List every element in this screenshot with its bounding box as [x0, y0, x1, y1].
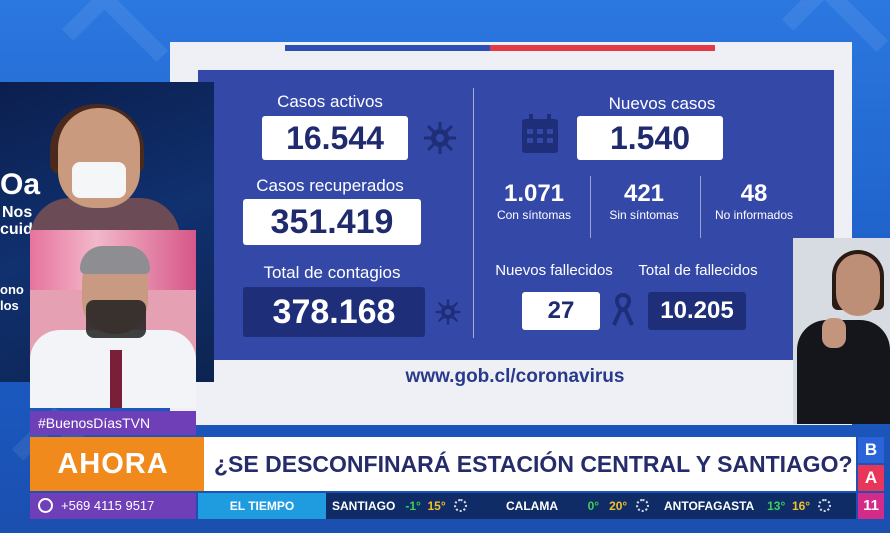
sin-sintomas-label: Sin síntomas: [609, 208, 679, 222]
nuevos-casos-label: Nuevos casos: [608, 94, 716, 113]
studio-wall-text: Nos: [2, 204, 33, 221]
virus-icon: [422, 120, 458, 161]
sin-sintomas-value: 421: [623, 180, 665, 207]
nuevos-fallecidos-label: Nuevos fallecidos: [495, 262, 613, 279]
breakdown-divider: [590, 176, 591, 238]
mourning-ribbon-icon: [612, 292, 634, 333]
sun-icon: [818, 499, 832, 512]
city-name: SANTIAGO: [332, 499, 396, 513]
breakdown-no-informados: 48 No informados: [702, 180, 806, 222]
weather-city: SANTIAGO -1° 15°: [332, 493, 467, 519]
flag-stripe-blue: [285, 45, 490, 51]
calendar-icon: [520, 113, 560, 160]
interpreter-head: [836, 254, 880, 316]
whatsapp-contact: +569 4115 9517: [30, 493, 196, 519]
channel-logo-number: 11: [858, 493, 884, 519]
city-max-temp: 15°: [427, 499, 446, 513]
headline-text: ¿SE DESCONFINARÁ ESTACIÓN CENTRAL Y SANT…: [214, 451, 853, 477]
breakdown-con-sintomas: 1.071 Con síntomas: [484, 180, 584, 222]
weather-city: ANTOFAGASTA 13° 16°: [664, 493, 832, 519]
casos-recuperados-value: 351.419: [243, 199, 421, 245]
con-sintomas-value: 1.071: [503, 180, 565, 207]
total-fallecidos-value: 10.205: [648, 292, 746, 330]
guest-tie: [110, 350, 122, 408]
city-max-temp: 16°: [791, 499, 811, 513]
infographic-url: www.gob.cl/coronavirus: [405, 366, 625, 387]
channel-logo-b: B: [858, 437, 884, 463]
breakdown-divider: [700, 176, 701, 238]
casos-recuperados-label: Casos recuperados: [256, 176, 404, 195]
weather-label: EL TIEMPO: [198, 493, 326, 519]
hashtag-banner: #BuenosDíasTVN: [30, 411, 196, 435]
stats-divider: [473, 88, 474, 338]
whatsapp-icon: [38, 498, 53, 513]
casos-activos-label: Casos activos: [277, 92, 383, 111]
city-min-temp: 0°: [587, 499, 600, 513]
city-max-temp: 20°: [609, 499, 628, 513]
sun-icon: [635, 499, 649, 512]
sun-icon: [454, 499, 467, 512]
phone-number: +569 4115 9517: [61, 498, 155, 513]
guest-mask: [86, 300, 146, 338]
no-informados-label: No informados: [714, 208, 794, 222]
weather-ticker: SANTIAGO -1° 15° CALAMA 0° 20° ANTOFAGAS…: [326, 493, 856, 519]
studio-wall-text: los: [0, 298, 19, 313]
no-informados-value: 48: [740, 180, 768, 207]
casos-activos-value: 16.544: [262, 116, 408, 160]
con-sintomas-label: Con síntomas: [496, 208, 572, 222]
headline-edge: [196, 437, 204, 491]
nuevos-casos-value: 1.540: [577, 116, 723, 160]
city-min-temp: 13°: [767, 499, 786, 513]
total-fallecidos-label: Total de fallecidos: [638, 262, 758, 279]
guest-hair: [80, 246, 150, 274]
studio-wall-text: Oa: [0, 168, 41, 201]
virus-icon: [434, 298, 462, 331]
city-name: CALAMA: [506, 499, 558, 513]
city-name: ANTOFAGASTA: [664, 499, 754, 513]
weather-city: CALAMA 0° 20°: [506, 493, 649, 519]
total-contagios-value: 378.168: [243, 287, 425, 337]
city-min-temp: -1°: [405, 499, 421, 513]
ahora-badge: AHORA: [30, 437, 196, 491]
presenter-mask: [72, 162, 126, 198]
total-contagios-label: Total de contagios: [263, 263, 401, 282]
breakdown-sin-sintomas: 421 Sin síntomas: [594, 180, 694, 222]
headline-bar: [196, 437, 856, 491]
flag-stripe-red: [490, 45, 715, 51]
nuevos-fallecidos-value: 27: [522, 292, 600, 330]
interpreter-hand: [822, 318, 846, 348]
studio-wall-text: ono: [0, 282, 24, 297]
channel-logo-a: A: [858, 465, 884, 491]
studio-wall-text: cuid: [0, 221, 33, 238]
